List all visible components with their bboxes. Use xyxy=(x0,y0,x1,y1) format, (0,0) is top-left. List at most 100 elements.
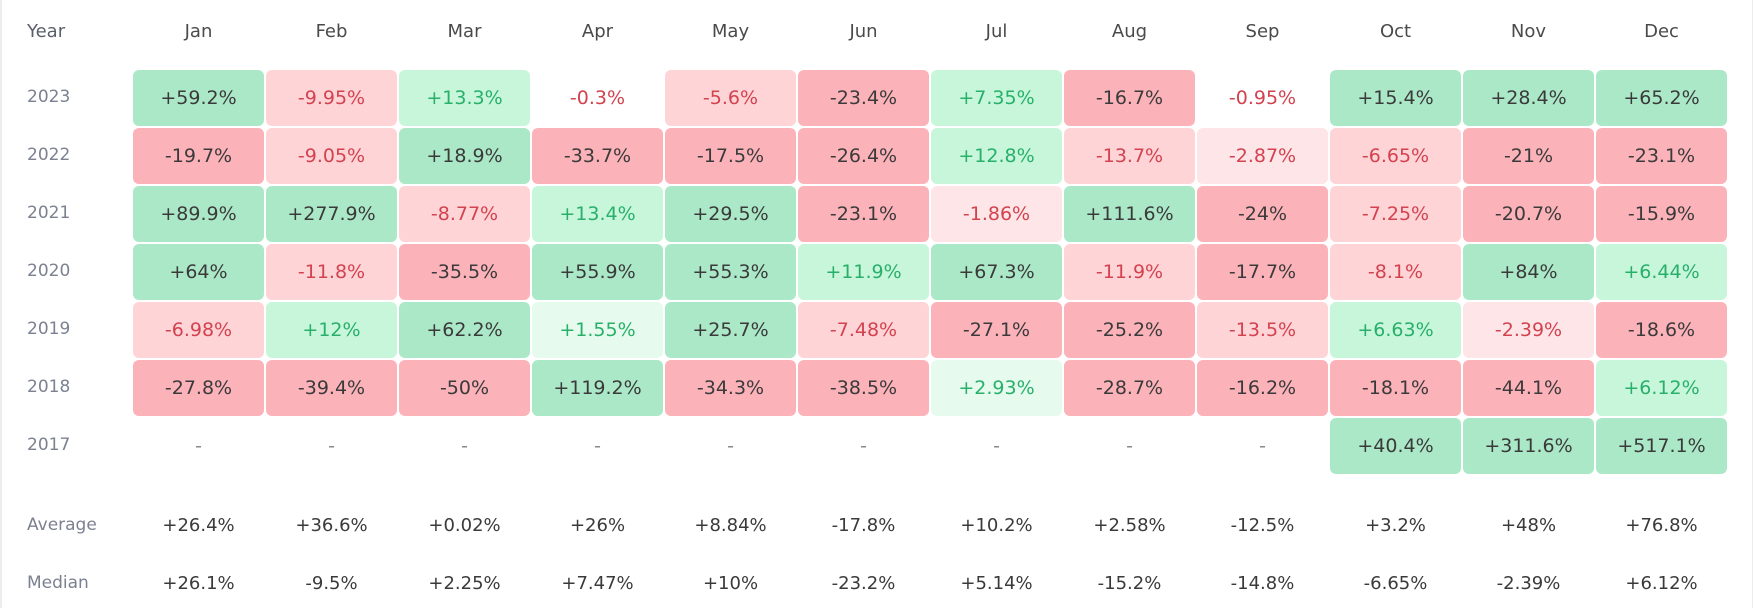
heatmap-cell-2017-nov: +311.6% xyxy=(1463,418,1594,474)
summary-median-mar: +2.25% xyxy=(428,572,501,594)
heatmap-cell-2018-dec: +6.12% xyxy=(1596,360,1727,416)
heatmap-cell-2020-jan: +64% xyxy=(133,244,264,300)
summary-average-nov: +48% xyxy=(1500,514,1557,536)
month-header-may: May xyxy=(711,20,750,42)
heatmap-cell-2018-sep: -16.2% xyxy=(1197,360,1328,416)
heatmap-cell-2022-aug: -13.7% xyxy=(1064,128,1195,184)
month-header-nov: Nov xyxy=(1510,20,1547,42)
heatmap-cell-2023-oct: +15.4% xyxy=(1330,70,1461,126)
heatmap-cell-2021-may: +29.5% xyxy=(665,186,796,242)
heatmap-cell-2019-mar: +62.2% xyxy=(399,302,530,358)
summary-average-mar: +0.02% xyxy=(428,514,501,536)
summary-median-aug: -15.2% xyxy=(1097,572,1162,594)
heatmap-cell-2022-jul: +12.8% xyxy=(931,128,1062,184)
summary-median-oct: -6.65% xyxy=(1363,572,1428,594)
summary-average-jun: -17.8% xyxy=(831,514,896,536)
heatmap-cell-2019-nov: -2.39% xyxy=(1463,302,1594,358)
heatmap-cell-2017-mar: - xyxy=(461,435,468,457)
heatmap-cell-2021-jul: -1.86% xyxy=(931,186,1062,242)
heatmap-cell-2020-nov: +84% xyxy=(1463,244,1594,300)
heatmap-cell-2019-jun: -7.48% xyxy=(798,302,929,358)
summary-average-aug: +2.58% xyxy=(1093,514,1166,536)
heatmap-cell-2023-jun: -23.4% xyxy=(798,70,929,126)
heatmap-cell-2018-aug: -28.7% xyxy=(1064,360,1195,416)
heatmap-cell-2018-nov: -44.1% xyxy=(1463,360,1594,416)
heatmap-cell-2017-apr: - xyxy=(594,435,601,457)
heatmap-cell-2023-sep: -0.95% xyxy=(1228,87,1297,109)
heatmap-cell-2017-jan: - xyxy=(195,435,202,457)
heatmap-cell-2023-aug: -16.7% xyxy=(1064,70,1195,126)
heatmap-cell-2023-mar: +13.3% xyxy=(399,70,530,126)
summary-average-jul: +10.2% xyxy=(960,514,1033,536)
summary-median-nov: -2.39% xyxy=(1496,572,1561,594)
heatmap-cell-2020-dec: +6.44% xyxy=(1596,244,1727,300)
month-header-sep: Sep xyxy=(1245,20,1280,42)
year-label-2017: 2017 xyxy=(27,435,71,455)
heatmap-cell-2022-nov: -21% xyxy=(1463,128,1594,184)
month-header-feb: Feb xyxy=(315,20,348,42)
summary-median-sep: -14.8% xyxy=(1230,572,1295,594)
year-column-header: Year xyxy=(27,20,66,42)
heatmap-cell-2017-sep: - xyxy=(1259,435,1266,457)
summary-label-average: Average xyxy=(27,515,97,535)
month-header-jan: Jan xyxy=(184,20,213,42)
heatmap-cell-2020-jul: +67.3% xyxy=(931,244,1062,300)
heatmap-cell-2019-dec: -18.6% xyxy=(1596,302,1727,358)
year-label-2021: 2021 xyxy=(27,203,71,223)
year-label-2022: 2022 xyxy=(27,145,71,165)
month-header-apr: Apr xyxy=(581,20,614,42)
heatmap-cell-2018-oct: -18.1% xyxy=(1330,360,1461,416)
month-header-oct: Oct xyxy=(1379,20,1412,42)
heatmap-cell-2018-jul: +2.93% xyxy=(931,360,1062,416)
heatmap-cell-2017-jun: - xyxy=(860,435,867,457)
summary-average-may: +8.84% xyxy=(694,514,767,536)
heatmap-cell-2021-apr: +13.4% xyxy=(532,186,663,242)
heatmap-cell-2020-jun: +11.9% xyxy=(798,244,929,300)
heatmap-cell-2023-dec: +65.2% xyxy=(1596,70,1727,126)
heatmap-cell-2020-feb: -11.8% xyxy=(266,244,397,300)
summary-average-sep: -12.5% xyxy=(1230,514,1295,536)
heatmap-cell-2020-may: +55.3% xyxy=(665,244,796,300)
heatmap-cell-2022-jun: -26.4% xyxy=(798,128,929,184)
summary-label-median: Median xyxy=(27,573,89,593)
heatmap-cell-2017-may: - xyxy=(727,435,734,457)
month-header-jun: Jun xyxy=(849,20,878,42)
heatmap-cell-2020-mar: -35.5% xyxy=(399,244,530,300)
heatmap-cell-2021-jan: +89.9% xyxy=(133,186,264,242)
heatmap-cell-2021-oct: -7.25% xyxy=(1330,186,1461,242)
year-label-2019: 2019 xyxy=(27,319,71,339)
summary-median-jul: +5.14% xyxy=(960,572,1033,594)
heatmap-cell-2021-nov: -20.7% xyxy=(1463,186,1594,242)
heatmap-cell-2019-aug: -25.2% xyxy=(1064,302,1195,358)
month-header-mar: Mar xyxy=(447,20,482,42)
summary-median-may: +10% xyxy=(702,572,759,594)
year-label-2023: 2023 xyxy=(27,87,71,107)
heatmap-cell-2019-sep: -13.5% xyxy=(1197,302,1328,358)
heatmap-cell-2019-apr: +1.55% xyxy=(532,302,663,358)
summary-median-jun: -23.2% xyxy=(831,572,896,594)
month-header-dec: Dec xyxy=(1644,20,1679,42)
summary-median-jan: +26.1% xyxy=(162,572,235,594)
heatmap-cell-2017-feb: - xyxy=(328,435,335,457)
heatmap-cell-2020-sep: -17.7% xyxy=(1197,244,1328,300)
summary-average-dec: +76.8% xyxy=(1625,514,1698,536)
heatmap-cell-2023-nov: +28.4% xyxy=(1463,70,1594,126)
heatmap-cell-2019-jul: -27.1% xyxy=(931,302,1062,358)
heatmap-cell-2021-dec: -15.9% xyxy=(1596,186,1727,242)
heatmap-cell-2020-oct: -8.1% xyxy=(1330,244,1461,300)
heatmap-cell-2023-apr: -0.3% xyxy=(569,87,626,109)
heatmap-cell-2022-feb: -9.05% xyxy=(266,128,397,184)
heatmap-cell-2017-aug: - xyxy=(1126,435,1133,457)
heatmap-cell-2022-apr: -33.7% xyxy=(532,128,663,184)
heatmap-cell-2021-feb: +277.9% xyxy=(266,186,397,242)
heatmap-cell-2018-apr: +119.2% xyxy=(532,360,663,416)
heatmap-cell-2020-aug: -11.9% xyxy=(1064,244,1195,300)
heatmap-cell-2023-jul: +7.35% xyxy=(931,70,1062,126)
heatmap-cell-2019-oct: +6.63% xyxy=(1330,302,1461,358)
summary-median-apr: +7.47% xyxy=(561,572,634,594)
heatmap-cell-2021-jun: -23.1% xyxy=(798,186,929,242)
heatmap-cell-2022-mar: +18.9% xyxy=(399,128,530,184)
heatmap-cell-2022-jan: -19.7% xyxy=(133,128,264,184)
heatmap-cell-2022-may: -17.5% xyxy=(665,128,796,184)
